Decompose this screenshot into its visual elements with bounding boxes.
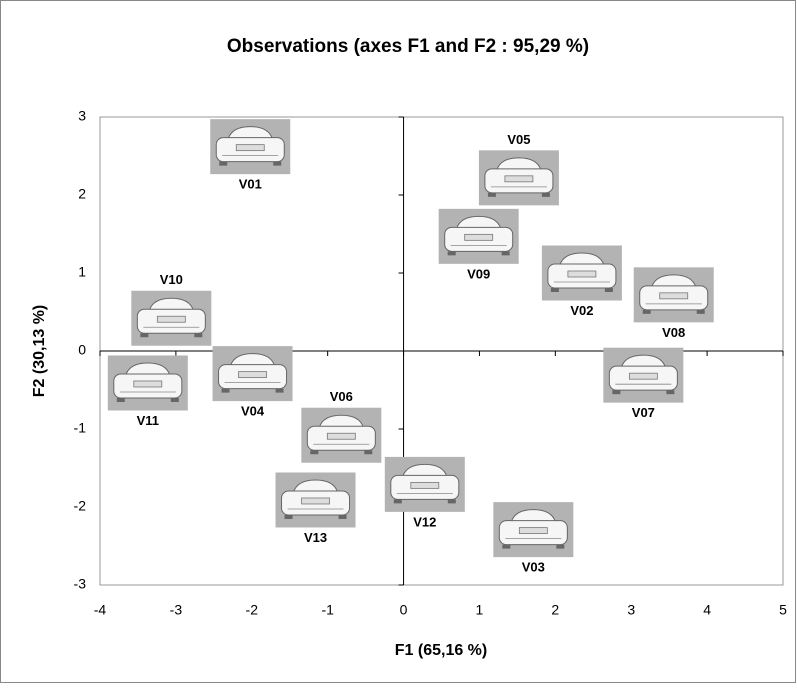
car-grille (629, 373, 657, 379)
x-tick-label: 5 (779, 602, 787, 618)
car-grille (327, 433, 355, 439)
y-axis-label: F2 (30,13 %) (31, 305, 48, 397)
car-wheel (171, 398, 179, 402)
point (439, 209, 519, 264)
point (276, 472, 356, 527)
point-label: V11 (137, 413, 159, 428)
car-wheel (117, 398, 125, 402)
car-grille (411, 482, 439, 488)
y-tick-label: 3 (78, 108, 86, 124)
y-tick-label: -2 (74, 498, 87, 514)
car-wheel (556, 545, 564, 549)
y-tick-label: -1 (74, 420, 87, 436)
car-grille (302, 498, 330, 504)
x-tick-label: -2 (246, 602, 259, 618)
point-label: V02 (570, 303, 593, 318)
point-label: V05 (507, 132, 530, 147)
chart-title: Observations (axes F1 and F2 : 95,29 %) (227, 36, 589, 57)
point (108, 355, 188, 410)
car-grille (239, 372, 267, 378)
car-wheel (502, 251, 510, 255)
point (385, 457, 465, 512)
point (542, 246, 622, 301)
car-wheel (488, 193, 496, 197)
car-wheel (273, 162, 281, 166)
y-tick-label: 2 (78, 186, 86, 202)
car-wheel (285, 515, 293, 519)
y-tick-label: 1 (78, 264, 86, 280)
car-wheel (666, 390, 674, 394)
point (210, 119, 290, 174)
point (634, 267, 714, 322)
chart: Observations (axes F1 and F2 : 95,29 %) … (0, 0, 797, 684)
x-axis-label: F1 (65,16 %) (395, 642, 487, 659)
x-tick-label: -1 (321, 602, 334, 618)
car-wheel (194, 333, 202, 337)
car-grille (134, 381, 162, 387)
car-wheel (339, 515, 347, 519)
point-label: V04 (241, 404, 265, 419)
car-wheel (605, 288, 613, 292)
car-wheel (394, 499, 402, 503)
car-wheel (643, 310, 651, 314)
point-label: V07 (632, 405, 655, 420)
car-wheel (140, 333, 148, 337)
car-grille (236, 145, 264, 151)
frame (1, 1, 796, 683)
point-label: V03 (522, 560, 545, 575)
x-tick-label: 0 (400, 602, 408, 618)
car-wheel (364, 450, 372, 454)
x-tick-label: 4 (703, 602, 711, 618)
car-grille (157, 316, 185, 322)
x-tick-label: 3 (627, 602, 635, 618)
point-label: V13 (304, 530, 327, 545)
car-wheel (551, 288, 559, 292)
point (603, 348, 683, 403)
car-wheel (697, 310, 705, 314)
x-tick-label: -4 (94, 602, 107, 618)
car-grille (505, 176, 533, 182)
point-label: V01 (239, 177, 262, 192)
point-label: V10 (160, 272, 183, 287)
car-wheel (222, 389, 230, 393)
point-label: V08 (662, 325, 685, 340)
point (479, 150, 559, 205)
car-wheel (276, 389, 284, 393)
car-grille (568, 271, 596, 277)
x-tick-label: 2 (551, 602, 559, 618)
car-wheel (448, 251, 456, 255)
car-wheel (502, 545, 510, 549)
car-grille (465, 234, 493, 240)
point (301, 408, 381, 463)
car-wheel (612, 390, 620, 394)
x-tick-label: -3 (170, 602, 183, 618)
point-label: V06 (330, 389, 353, 404)
car-wheel (542, 193, 550, 197)
car-wheel (310, 450, 318, 454)
car-wheel (219, 162, 227, 166)
x-tick-label: 1 (476, 602, 484, 618)
point-label: V09 (467, 266, 490, 281)
point (131, 291, 211, 346)
car-wheel (448, 499, 456, 503)
car-grille (519, 528, 547, 534)
point (213, 346, 293, 401)
point (493, 502, 573, 557)
y-tick-label: 0 (78, 342, 86, 358)
y-tick-label: -3 (74, 576, 87, 592)
point-label: V12 (413, 514, 436, 529)
car-grille (660, 293, 688, 299)
